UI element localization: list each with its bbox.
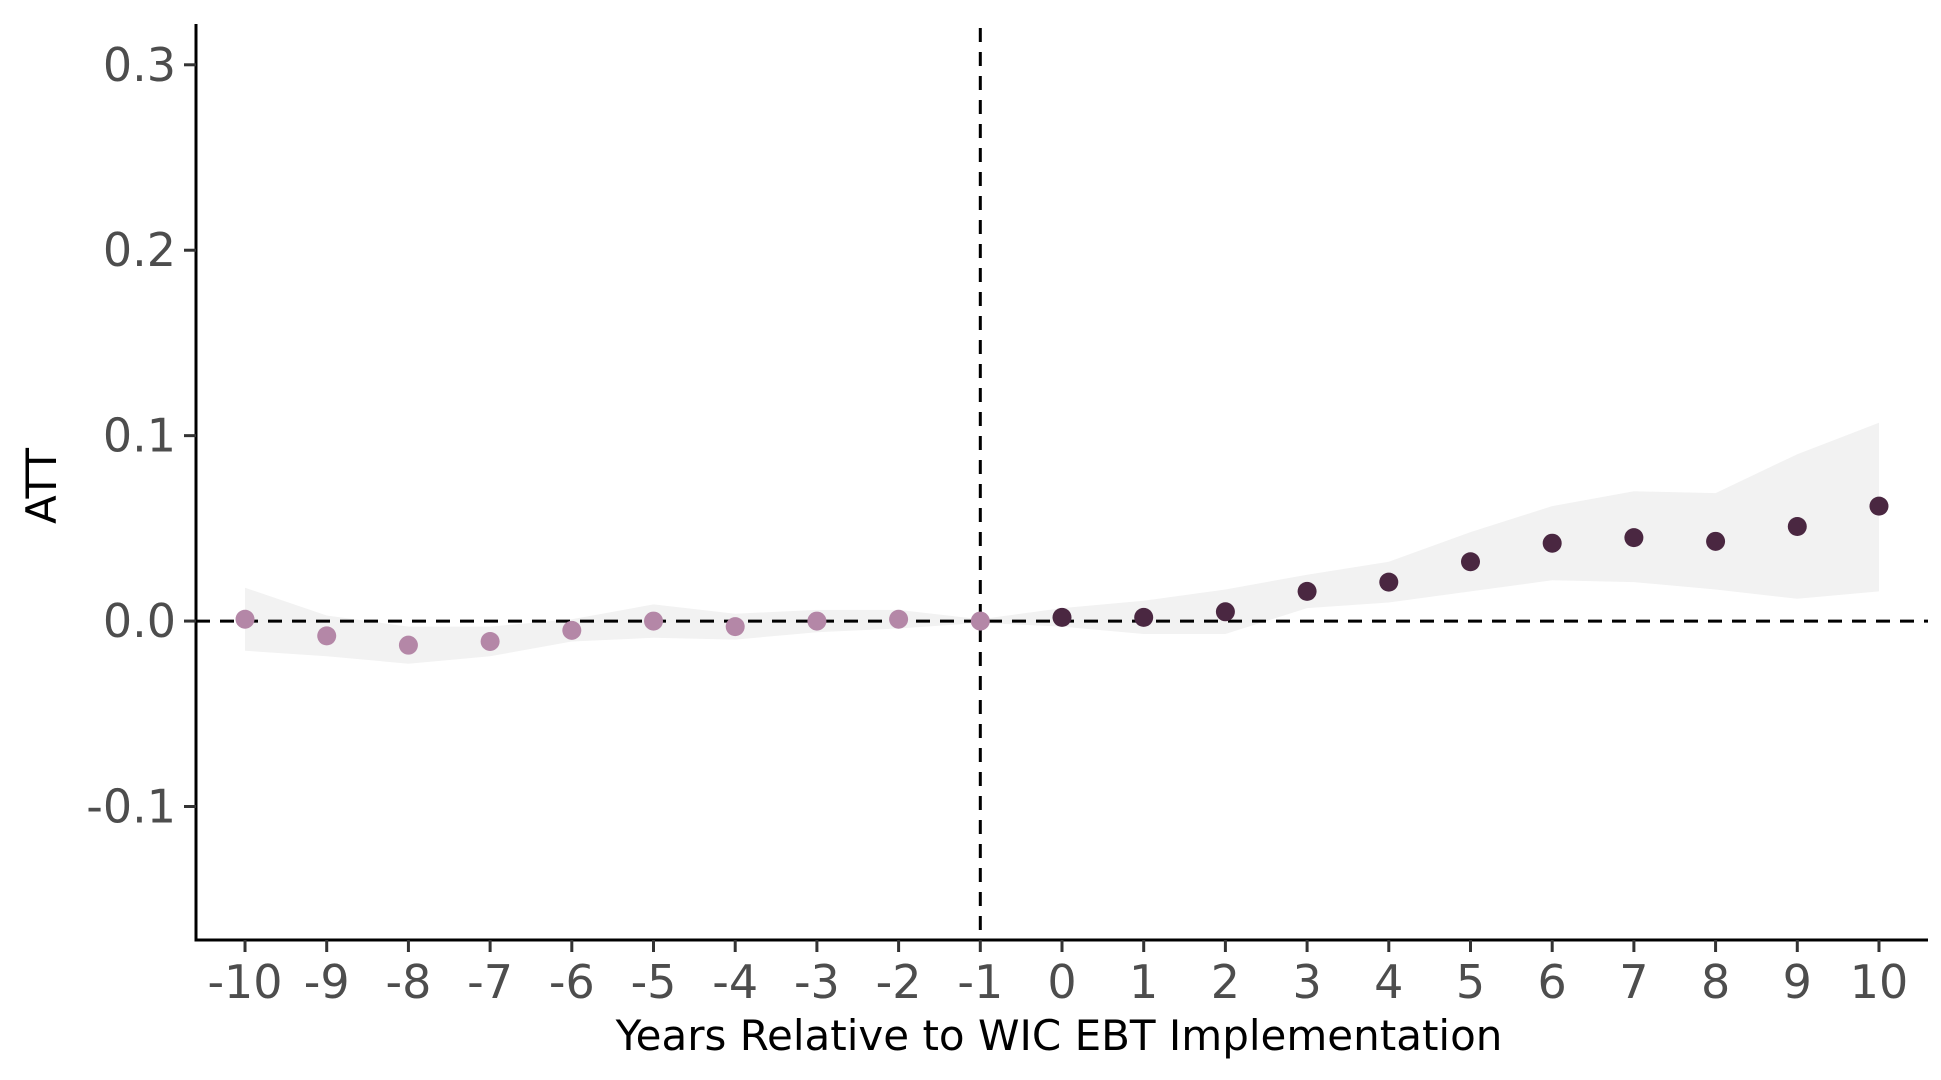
post-period-point bbox=[1379, 572, 1399, 592]
post-period-point bbox=[1869, 496, 1889, 516]
y-tick-label: -0.1 bbox=[86, 779, 176, 833]
pre-period-point bbox=[317, 626, 337, 646]
pre-period-point bbox=[562, 620, 582, 640]
post-period-point bbox=[1706, 531, 1726, 551]
x-tick-label: -10 bbox=[207, 955, 282, 1009]
pre-period-point bbox=[644, 611, 664, 631]
x-tick-label: 5 bbox=[1456, 955, 1485, 1009]
x-tick-label: -1 bbox=[957, 955, 1003, 1009]
post-period-point bbox=[1460, 552, 1480, 572]
x-tick-label: -9 bbox=[304, 955, 350, 1009]
pre-period-point bbox=[970, 611, 990, 631]
x-tick-label: 4 bbox=[1374, 955, 1403, 1009]
x-tick-label: 1 bbox=[1129, 955, 1158, 1009]
x-tick-label: -8 bbox=[385, 955, 431, 1009]
y-tick-label: 0.0 bbox=[103, 594, 176, 648]
x-tick-label: 3 bbox=[1292, 955, 1321, 1009]
reference-lines-layer bbox=[196, 28, 1928, 940]
pre-period-point bbox=[480, 631, 500, 651]
post-period-point bbox=[1297, 581, 1317, 601]
x-tick-label: 6 bbox=[1538, 955, 1567, 1009]
y-tick-label: 0.1 bbox=[103, 409, 176, 463]
axes-layer bbox=[184, 24, 1928, 952]
y-tick-label: 0.2 bbox=[103, 223, 176, 277]
pre-period-point bbox=[889, 609, 909, 629]
tick-labels-layer: 0.30.20.10.0-0.1-10 -9 -8 -7 -6 -5 -4 -3 -2 -1 0 1 2… bbox=[86, 38, 1908, 1009]
x-tick-label: -5 bbox=[631, 955, 677, 1009]
points-layer bbox=[235, 496, 1889, 655]
x-tick-label: 10 bbox=[1850, 955, 1909, 1009]
post-period-point bbox=[1215, 602, 1235, 622]
x-tick-label: -4 bbox=[712, 955, 758, 1009]
y-axis-title: ATT bbox=[17, 448, 66, 524]
x-axis-title: Years Relative to WIC EBT Implementation bbox=[615, 1011, 1503, 1060]
x-tick-label: 8 bbox=[1701, 955, 1730, 1009]
pre-period-point bbox=[807, 611, 827, 631]
x-tick-label: 2 bbox=[1211, 955, 1240, 1009]
x-tick-label: -2 bbox=[876, 955, 922, 1009]
pre-period-point bbox=[235, 609, 255, 629]
x-tick-label: 0 bbox=[1047, 955, 1076, 1009]
post-period-point bbox=[1624, 528, 1644, 548]
pre-period-point bbox=[398, 635, 418, 655]
post-period-point bbox=[1134, 607, 1154, 627]
y-tick-label: 0.3 bbox=[103, 38, 176, 92]
post-period-point bbox=[1052, 607, 1072, 627]
x-tick-label: -7 bbox=[467, 955, 513, 1009]
x-tick-label: -3 bbox=[794, 955, 840, 1009]
post-period-point bbox=[1787, 517, 1807, 537]
x-tick-label: 9 bbox=[1783, 955, 1812, 1009]
post-period-point bbox=[1542, 533, 1562, 553]
x-tick-label: 7 bbox=[1619, 955, 1648, 1009]
pre-period-point bbox=[725, 617, 745, 637]
x-tick-label: -6 bbox=[549, 955, 595, 1009]
